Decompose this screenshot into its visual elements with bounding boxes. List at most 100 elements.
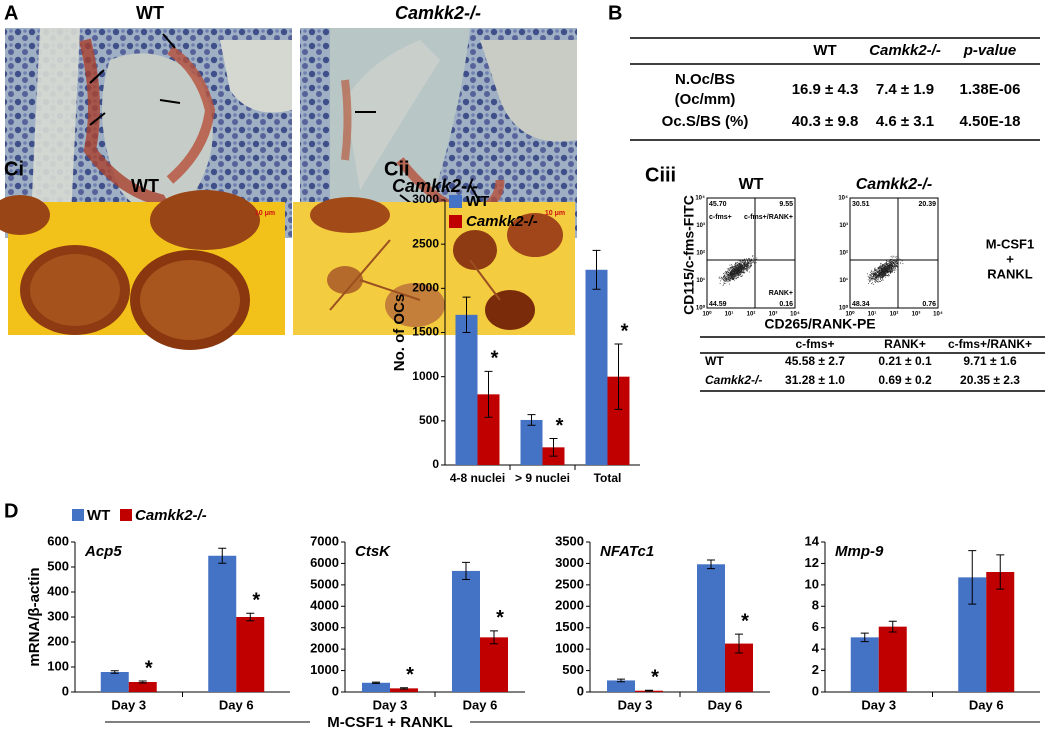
y-tick-label: 3000 <box>310 619 339 634</box>
event-dot <box>750 261 752 263</box>
y-tick-label: 8 <box>812 598 819 613</box>
event-dot <box>874 272 876 274</box>
event-dot <box>750 263 752 265</box>
event-dot <box>885 264 887 266</box>
panel-label: Cii <box>384 158 410 180</box>
event-dot <box>719 276 721 278</box>
y-tick-label: 1000 <box>310 662 339 677</box>
event-dot <box>884 274 886 276</box>
event-dot <box>737 268 739 270</box>
event-dot <box>729 283 730 285</box>
event-dot <box>746 265 748 267</box>
event-dot <box>726 272 727 274</box>
event-dot <box>876 275 878 277</box>
event-dot <box>883 268 885 269</box>
legend-label: WT <box>466 193 489 210</box>
event-dot <box>890 262 892 263</box>
event-dot <box>889 267 890 269</box>
event-dot <box>734 279 736 281</box>
event-dot <box>727 273 729 275</box>
event-dot <box>875 272 877 274</box>
bar <box>986 572 1015 692</box>
x-tick-label: Total <box>594 471 622 485</box>
event-dot <box>726 278 728 280</box>
event-dot <box>885 273 887 275</box>
event-dot <box>882 267 884 269</box>
event-dot <box>743 271 744 273</box>
event-dot <box>749 265 751 267</box>
event-dot <box>739 263 741 265</box>
event-dot <box>888 271 890 273</box>
event-dot <box>742 265 743 266</box>
event-dot <box>891 270 893 271</box>
event-dot <box>893 256 895 258</box>
table-header: p-value <box>963 42 1017 59</box>
event-dot <box>876 273 878 275</box>
event-dot <box>882 264 883 265</box>
event-dot <box>748 263 750 264</box>
event-dot <box>894 266 896 268</box>
axis-label: CD115/c-fms-FITC <box>681 195 697 315</box>
event-dot <box>879 275 881 277</box>
event-dot <box>731 276 733 278</box>
event-dot <box>886 264 888 266</box>
event-dot <box>724 276 726 278</box>
event-dot <box>870 274 871 276</box>
event-dot <box>727 281 729 283</box>
event-dot <box>879 272 881 274</box>
quadrant-name: c-fms+ <box>709 214 732 221</box>
event-dot <box>880 279 882 280</box>
event-dot <box>748 261 750 263</box>
event-dot <box>722 285 724 286</box>
event-dot <box>874 278 876 279</box>
legend-swatch <box>449 195 462 208</box>
event-dot <box>883 276 885 278</box>
event-dot <box>896 255 898 257</box>
table-cell: 20.35 ± 2.3 <box>960 373 1020 387</box>
event-dot <box>890 258 892 260</box>
event-dot <box>736 277 738 279</box>
event-dot <box>870 276 872 278</box>
event-dot <box>728 274 729 276</box>
event-dot <box>753 262 755 264</box>
event-dot <box>884 274 886 275</box>
event-dot <box>872 275 874 276</box>
table-header: Camkk2-/- <box>869 42 941 59</box>
event-dot <box>896 266 898 268</box>
event-dot <box>887 264 889 266</box>
event-dot <box>881 272 882 273</box>
y-tick-label: 300 <box>47 608 69 623</box>
event-dot <box>740 268 741 269</box>
bar <box>585 269 608 465</box>
event-dot <box>899 258 901 260</box>
table-cell: 7.4 ± 1.9 <box>876 81 934 98</box>
event-dot <box>743 265 744 267</box>
event-dot <box>736 268 738 270</box>
event-dot <box>882 274 884 275</box>
event-dot <box>730 267 732 269</box>
event-dot <box>736 275 737 277</box>
event-dot <box>886 268 888 270</box>
event-dot <box>736 268 738 269</box>
event-dot <box>737 264 738 266</box>
event-dot <box>742 267 744 268</box>
event-dot <box>729 279 730 281</box>
event-dot <box>725 279 727 281</box>
event-dot <box>751 258 752 260</box>
event-dot <box>878 273 880 275</box>
error-bar <box>707 559 715 570</box>
event-dot <box>890 255 892 257</box>
event-dot <box>875 270 877 271</box>
event-dot <box>734 273 736 274</box>
event-dot <box>739 274 741 275</box>
event-dot <box>884 271 886 273</box>
event-dot <box>724 279 726 281</box>
event-dot <box>885 266 887 268</box>
event-dot <box>747 263 748 265</box>
event-dot <box>737 269 739 271</box>
event-dot <box>875 272 877 273</box>
event-dot <box>735 273 737 274</box>
event-dot <box>718 277 720 279</box>
event-dot <box>879 266 881 268</box>
event-dot <box>723 281 725 283</box>
